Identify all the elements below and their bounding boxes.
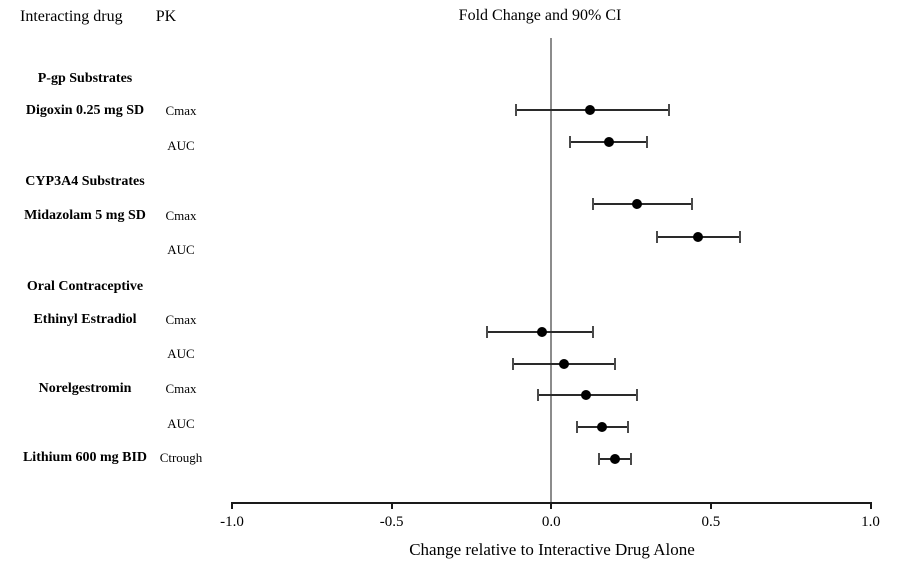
- point-estimate-dot: [693, 231, 704, 242]
- pk-parameter-label: Cmax: [165, 208, 197, 223]
- column-header-pk: PK: [155, 8, 177, 25]
- ci-lower-cap: [655, 230, 658, 243]
- ci-lower-cap: [591, 197, 594, 210]
- x-axis-tick: [550, 502, 553, 509]
- x-axis-tick-label: 0.5: [701, 514, 721, 530]
- ci-upper-cap: [614, 357, 617, 370]
- point-estimate-dot: [559, 358, 570, 369]
- drug-name-label: Lithium 600 mg BID: [22, 450, 148, 465]
- ci-lower-cap: [598, 452, 601, 465]
- pk-parameter-label: Ctrough: [159, 450, 203, 465]
- ci-upper-cap: [646, 135, 649, 148]
- ci-upper-cap: [690, 197, 693, 210]
- drug-name-label: Midazolam 5 mg SD: [24, 208, 146, 223]
- ci-upper-cap: [591, 326, 594, 338]
- pk-parameter-label: Cmax: [165, 381, 197, 396]
- ci-upper-cap: [738, 230, 741, 243]
- ci-lower-cap: [515, 103, 518, 116]
- drug-name-label: Norelgestromin: [38, 381, 132, 396]
- ci-lower-cap: [486, 326, 489, 338]
- x-axis-tick-label: -1.0: [220, 514, 244, 530]
- x-axis-tick-label: 0.0: [541, 514, 561, 530]
- group-header-label: CYP3A4 Substrates: [25, 174, 145, 189]
- ci-lower-cap: [575, 420, 578, 433]
- confidence-interval-line: [592, 202, 692, 205]
- pk-parameter-label: AUC: [167, 416, 195, 431]
- ci-lower-cap: [511, 357, 514, 370]
- point-estimate-dot: [597, 421, 608, 432]
- x-axis-tick: [709, 502, 712, 509]
- chart-title: Fold Change and 90% CI: [458, 7, 622, 24]
- pk-parameter-label: AUC: [167, 346, 195, 361]
- drug-name-label: Digoxin 0.25 mg SD: [25, 103, 145, 118]
- ci-upper-cap: [636, 389, 639, 401]
- group-header-label: P-gp Substrates: [37, 71, 133, 86]
- x-axis-tick-label: -0.5: [379, 514, 404, 530]
- zero-reference-line: [550, 38, 553, 502]
- ci-lower-cap: [537, 389, 540, 401]
- x-axis-tick: [231, 502, 233, 509]
- point-estimate-dot: [632, 198, 643, 209]
- point-estimate-dot: [603, 136, 614, 147]
- pk-parameter-label: AUC: [167, 242, 195, 257]
- pk-parameter-label: Cmax: [165, 312, 197, 327]
- point-estimate-dot: [581, 390, 592, 400]
- drug-name-label: Ethinyl Estradiol: [33, 312, 137, 327]
- point-estimate-dot: [584, 104, 595, 115]
- point-estimate-dot: [610, 453, 621, 464]
- x-axis-tick: [869, 502, 872, 509]
- column-header-interacting-drug: Interacting drug: [20, 8, 123, 25]
- group-header-label: Oral Contraceptive: [26, 279, 144, 294]
- ci-upper-cap: [630, 452, 633, 465]
- pk-parameter-label: Cmax: [165, 103, 197, 118]
- x-axis-tick: [390, 502, 393, 509]
- x-axis-tick-label: 1.0: [861, 514, 880, 530]
- ci-upper-cap: [626, 420, 629, 433]
- pk-parameter-label: AUC: [167, 138, 195, 153]
- x-axis-label: Change relative to Interactive Drug Alon…: [409, 540, 695, 559]
- ci-upper-cap: [668, 103, 671, 116]
- ci-lower-cap: [569, 135, 572, 148]
- point-estimate-dot: [536, 327, 547, 337]
